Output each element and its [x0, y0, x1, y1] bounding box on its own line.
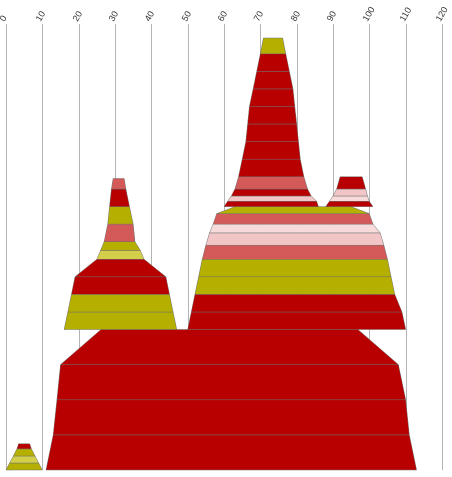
layer-stack-1 — [5, 443, 43, 471]
area-layer — [247, 106, 297, 125]
area-layer — [190, 294, 403, 313]
area-layer — [241, 141, 301, 160]
area-layer — [100, 241, 141, 251]
x-tick-label: 90 — [325, 9, 339, 23]
area-layer — [109, 188, 130, 207]
area-layer — [56, 364, 407, 401]
layer-stack-2 — [45, 329, 417, 471]
area-layer — [9, 455, 40, 464]
x-tick-label: 10 — [34, 9, 48, 23]
x-tick-label: 70 — [252, 9, 266, 23]
layer-stack-5 — [223, 37, 319, 207]
area-layer — [325, 201, 374, 207]
area-layer — [259, 37, 287, 55]
area-layer — [63, 311, 178, 330]
area-layer — [216, 206, 370, 214]
area-layer — [230, 188, 312, 197]
x-tick-label: 20 — [71, 9, 85, 23]
area-layer — [249, 88, 296, 107]
area-layer — [103, 223, 136, 242]
area-layer — [74, 259, 167, 278]
x-tick-label: 100 — [361, 5, 377, 23]
area-layer — [16, 443, 32, 450]
area-layer — [111, 178, 127, 190]
area-layer — [5, 462, 43, 471]
area-layer — [59, 329, 400, 365]
area-layer — [336, 176, 367, 190]
x-tick-label: 0 — [0, 14, 9, 23]
x-tick-label: 60 — [216, 9, 230, 23]
area-layer — [212, 213, 374, 225]
x-tick-label: 50 — [180, 9, 194, 23]
stacked-layers — [5, 37, 417, 471]
x-tick-label: 80 — [289, 9, 303, 23]
area-layer — [201, 244, 388, 260]
area-layer — [205, 232, 385, 246]
area-layer — [209, 223, 381, 234]
area-layer — [252, 71, 294, 90]
x-tick-labels: 0 10 20 30 40 50 60 70 80 90 100 110 120 — [0, 5, 450, 23]
area-layer — [194, 276, 396, 295]
area-layer — [245, 123, 299, 142]
area-layer — [45, 434, 417, 471]
area-layer — [71, 276, 170, 295]
area-layer — [198, 259, 392, 278]
layer-stack-3 — [63, 178, 178, 330]
x-tick-label: 120 — [434, 5, 450, 23]
area-layer — [96, 250, 145, 260]
x-tick-label: 40 — [143, 9, 157, 23]
area-layer — [52, 399, 410, 436]
area-layer — [187, 311, 407, 330]
area-layer — [107, 206, 134, 225]
area-layer — [67, 294, 174, 313]
layer-stack-6 — [325, 176, 374, 207]
x-tick-label: 110 — [398, 6, 414, 23]
x-tick-label: 30 — [107, 9, 121, 23]
area-layer — [238, 158, 305, 177]
area-layer — [332, 188, 368, 197]
area-layer — [234, 176, 308, 190]
area-layer — [328, 195, 370, 202]
layer-stack-4 — [187, 206, 407, 330]
area-layer — [227, 195, 318, 202]
area-layer — [12, 448, 36, 457]
area-layer — [256, 53, 290, 72]
area-layer — [223, 201, 319, 207]
